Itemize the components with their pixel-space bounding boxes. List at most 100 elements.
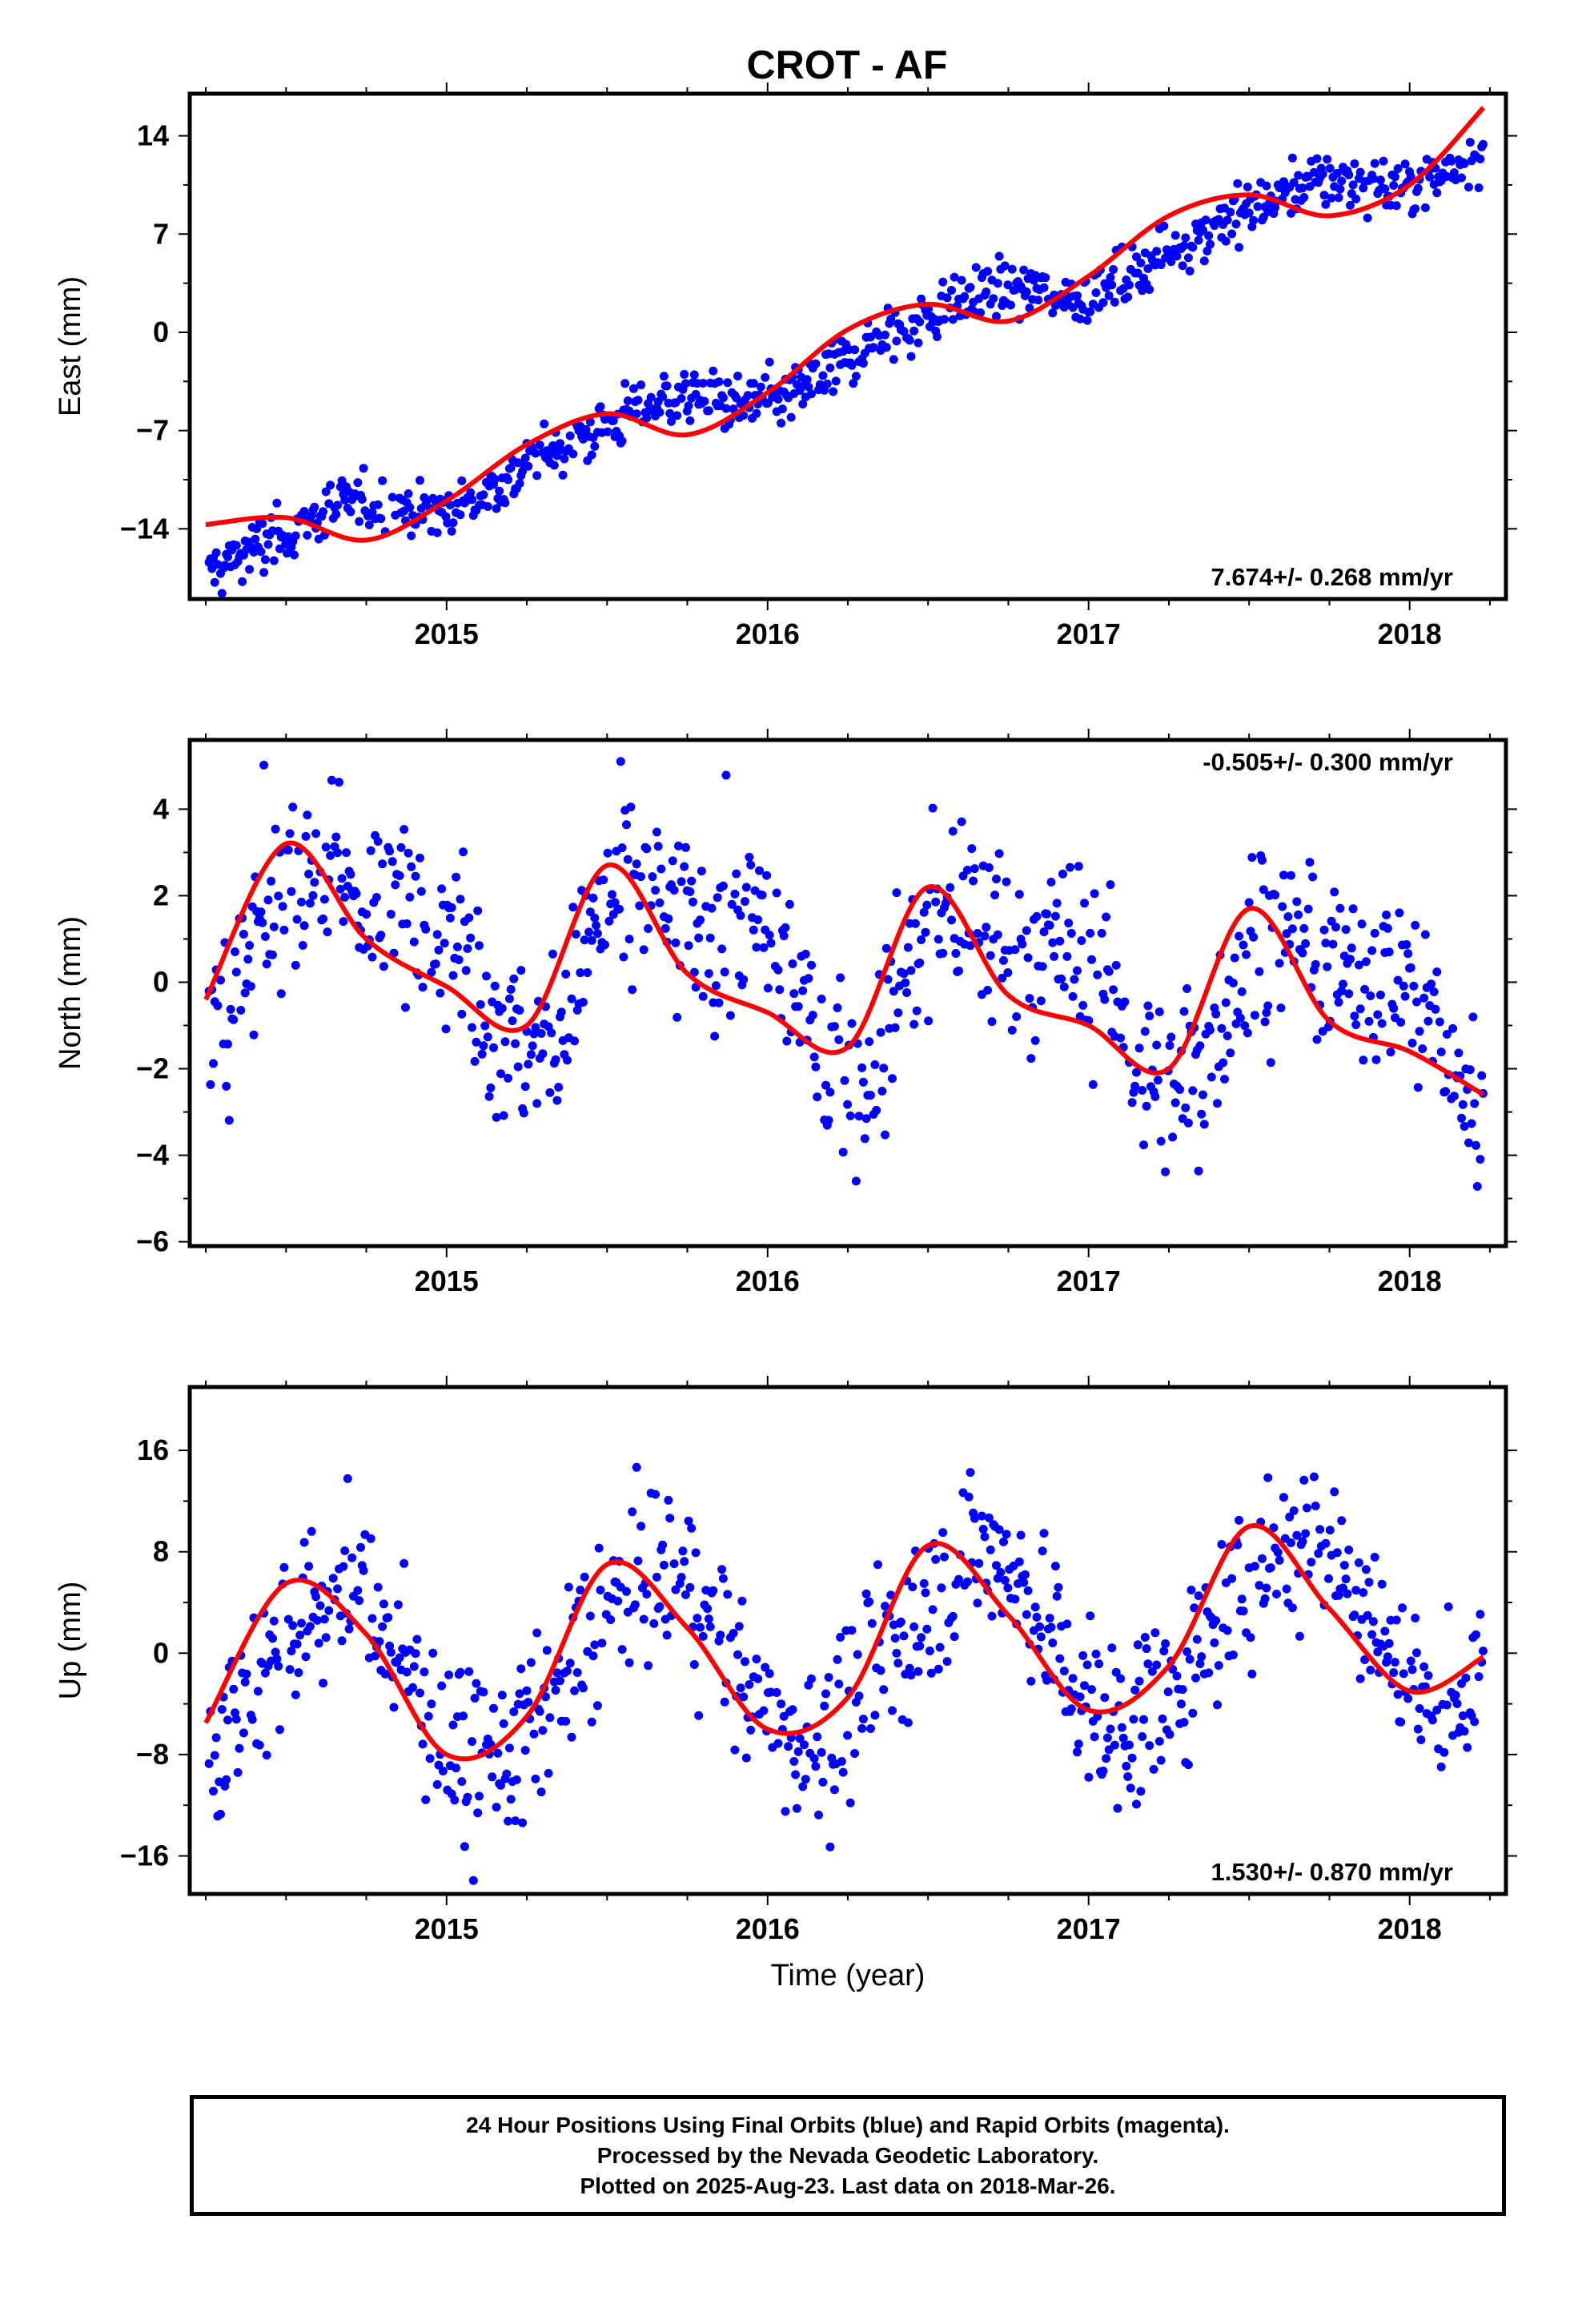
data-point xyxy=(1262,1008,1271,1017)
data-point xyxy=(725,1011,735,1020)
data-point xyxy=(639,945,648,955)
data-point xyxy=(1091,288,1101,297)
data-point xyxy=(1305,858,1315,867)
data-point xyxy=(603,427,612,436)
data-point xyxy=(1126,1783,1135,1793)
data-point xyxy=(669,886,679,895)
data-point xyxy=(333,501,343,510)
data-point xyxy=(632,1462,641,1472)
data-point xyxy=(1364,1016,1374,1026)
data-point xyxy=(752,943,761,952)
data-point xyxy=(753,1674,763,1683)
data-point xyxy=(777,418,786,428)
data-point xyxy=(1346,955,1355,964)
data-point xyxy=(677,877,686,887)
data-point xyxy=(271,824,280,834)
data-point xyxy=(452,872,461,882)
data-point xyxy=(479,1687,488,1697)
data-point xyxy=(1249,215,1259,225)
data-point xyxy=(786,412,796,422)
data-point xyxy=(367,952,377,962)
data-point xyxy=(792,1803,801,1813)
data-point xyxy=(425,1754,435,1763)
data-point xyxy=(1110,1740,1119,1750)
data-point xyxy=(947,915,956,925)
data-point xyxy=(484,1092,494,1101)
data-point xyxy=(223,1715,232,1725)
data-point xyxy=(1016,1530,1026,1540)
data-point xyxy=(386,1647,396,1657)
data-point xyxy=(305,899,315,908)
data-point xyxy=(333,848,343,858)
data-point xyxy=(262,959,271,969)
data-point xyxy=(223,1039,232,1049)
data-point xyxy=(1007,264,1017,274)
data-point xyxy=(1207,1072,1216,1082)
data-point xyxy=(1243,183,1252,191)
data-point xyxy=(807,1674,816,1683)
caption-line-1: 24 Hour Positions Using Final Orbits (bl… xyxy=(466,2112,1230,2137)
data-point xyxy=(308,891,318,900)
data-point xyxy=(1302,1503,1311,1513)
data-point xyxy=(833,1655,842,1664)
data-point xyxy=(1134,1676,1144,1686)
data-point xyxy=(680,1557,689,1566)
data-point xyxy=(1117,1723,1126,1732)
data-point xyxy=(1389,181,1399,190)
data-point xyxy=(636,872,646,882)
data-point xyxy=(401,1003,410,1012)
data-point xyxy=(684,1516,693,1526)
data-point xyxy=(1432,967,1442,977)
data-point xyxy=(472,1037,481,1047)
data-point xyxy=(1127,1098,1137,1108)
data-point xyxy=(915,317,925,327)
data-point xyxy=(1359,183,1368,193)
data-point xyxy=(476,999,485,1009)
data-point xyxy=(1176,1699,1186,1709)
data-point xyxy=(739,975,749,984)
data-point xyxy=(268,950,277,959)
data-point xyxy=(960,292,970,301)
data-point xyxy=(561,969,571,979)
data-point xyxy=(1311,1502,1320,1510)
data-point xyxy=(1034,296,1043,305)
data-point xyxy=(1054,1582,1063,1592)
data-point xyxy=(1460,1122,1469,1131)
data-point xyxy=(749,379,758,388)
data-point xyxy=(291,960,300,970)
data-point xyxy=(1052,899,1062,908)
data-point xyxy=(789,1757,799,1766)
data-point xyxy=(906,966,916,975)
data-point xyxy=(437,1681,447,1691)
data-point xyxy=(913,338,923,348)
y-tick-label: 8 xyxy=(153,1535,169,1568)
data-point xyxy=(475,1791,484,1801)
data-point xyxy=(1156,1755,1166,1765)
data-point xyxy=(233,1767,243,1777)
data-point xyxy=(1292,1530,1302,1540)
data-point xyxy=(781,1807,790,1816)
data-point xyxy=(689,967,699,977)
data-point xyxy=(681,842,690,852)
data-point xyxy=(756,382,765,392)
data-point xyxy=(1246,1633,1255,1642)
data-point xyxy=(1479,139,1488,149)
data-point xyxy=(1045,1614,1054,1623)
data-point xyxy=(1179,241,1189,251)
data-point xyxy=(1227,229,1237,239)
data-point xyxy=(342,848,351,858)
data-point xyxy=(504,475,513,485)
data-point xyxy=(1470,1717,1480,1727)
data-point xyxy=(1244,208,1254,218)
data-point xyxy=(1411,1614,1420,1622)
data-point xyxy=(385,846,395,856)
data-point xyxy=(1409,981,1419,991)
data-point xyxy=(378,476,387,485)
data-point xyxy=(592,929,602,939)
data-point xyxy=(1197,1109,1207,1119)
data-point xyxy=(1152,1040,1162,1050)
data-point xyxy=(698,991,708,1001)
data-point xyxy=(515,1006,524,1015)
data-point xyxy=(938,948,948,958)
data-point xyxy=(1415,1704,1424,1713)
